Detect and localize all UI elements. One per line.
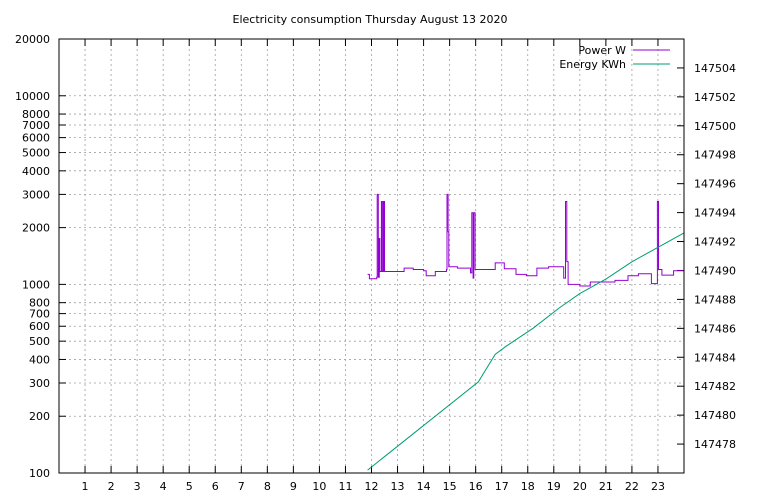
x-tick-label: 12 (365, 480, 379, 493)
grid (59, 39, 684, 473)
x-tick-label: 19 (547, 480, 561, 493)
x-tick-label: 13 (391, 480, 405, 493)
left-tick-label: 2000 (22, 222, 50, 235)
x-tick-label: 17 (495, 480, 509, 493)
x-axis: 1 2 3 4 5 6 7 8 9 10 11 12 13 14 15 16 17 18 19 20 21 22 23 (82, 39, 665, 493)
x-tick-label: 16 (469, 480, 483, 493)
x-tick-label: 23 (651, 480, 665, 493)
x-tick-label: 6 (212, 480, 219, 493)
x-tick-label: 3 (134, 480, 141, 493)
x-tick-label: 4 (160, 480, 167, 493)
left-tick-label: 1000 (22, 278, 50, 291)
left-tick-label: 700 (29, 308, 50, 321)
right-tick-label: 147480 (694, 409, 736, 422)
right-tick-label: 147500 (694, 120, 736, 133)
x-tick-label: 9 (290, 480, 297, 493)
left-tick-label: 100 (29, 467, 50, 480)
right-tick-label: 147478 (694, 438, 736, 451)
x-tick-label: 2 (108, 480, 115, 493)
x-tick-label: 21 (599, 480, 613, 493)
plot-border (58, 38, 685, 474)
x-tick-label: 20 (573, 480, 587, 493)
x-tick-label: 15 (443, 480, 457, 493)
left-tick-label: 4000 (22, 165, 50, 178)
left-tick-label: 8000 (22, 108, 50, 121)
left-tick-label: 800 (29, 297, 50, 310)
left-tick-label: 300 (29, 377, 50, 390)
x-tick-label: 10 (312, 480, 326, 493)
series-line-1 (367, 232, 685, 471)
x-tick-label: 8 (264, 480, 271, 493)
series-group (367, 193, 685, 471)
series-line-0 (367, 193, 684, 287)
x-tick-label: 14 (417, 480, 431, 493)
left-tick-label: 6000 (22, 132, 50, 145)
right-axis: 147478 147480 147482 147484 147486 147488 1474… (677, 62, 736, 451)
right-tick-label: 147486 (694, 322, 736, 335)
legend-label: Power W (578, 44, 626, 57)
left-tick-label: 3000 (22, 188, 50, 201)
left-tick-label: 500 (29, 335, 50, 348)
right-tick-label: 147488 (694, 293, 736, 306)
legend-label: Energy KWh (559, 58, 626, 71)
left-tick-label: 200 (29, 410, 50, 423)
left-tick-label: 10000 (15, 90, 50, 103)
x-tick-label: 18 (521, 480, 535, 493)
x-tick-label: 11 (338, 480, 352, 493)
left-tick-label: 600 (29, 320, 50, 333)
left-tick-label: 7000 (22, 119, 50, 132)
left-tick-label: 20000 (15, 33, 50, 46)
right-tick-label: 147490 (694, 264, 736, 277)
x-tick-label: 5 (186, 480, 193, 493)
right-tick-label: 147482 (694, 380, 736, 393)
chart-title: Electricity consumption Thursday August … (233, 13, 508, 26)
right-tick-label: 147494 (694, 207, 736, 220)
right-tick-label: 147496 (694, 178, 736, 191)
x-tick-label: 7 (238, 480, 245, 493)
x-tick-label: 1 (82, 480, 89, 493)
right-tick-label: 147492 (694, 236, 736, 249)
x-tick-label: 22 (625, 480, 639, 493)
left-tick-label: 400 (29, 353, 50, 366)
right-tick-label: 147498 (694, 149, 736, 162)
left-tick-label: 5000 (22, 147, 50, 160)
right-tick-label: 147484 (694, 351, 736, 364)
right-tick-label: 147502 (694, 91, 736, 104)
right-tick-label: 147504 (694, 62, 736, 75)
